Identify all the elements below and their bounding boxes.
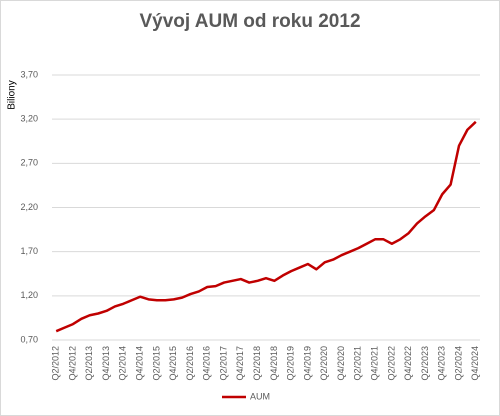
x-tick-label: Q4/2014 <box>134 346 144 381</box>
x-tick-label: Q4/2019 <box>302 346 312 381</box>
y-tick-label: 2,70 <box>20 158 38 168</box>
x-tick-label: Q4/2023 <box>437 346 447 381</box>
x-tick-label: Q2/2021 <box>353 346 363 381</box>
x-tick-label: Q4/2024 <box>470 346 480 381</box>
y-tick-label: 3,70 <box>20 69 38 79</box>
x-tick-label: Q2/2018 <box>252 346 262 381</box>
chart-title: Vývoj AUM od roku 2012 <box>139 11 360 32</box>
y-tick-label: 0,70 <box>20 334 38 344</box>
x-tick-label: Q4/2022 <box>403 346 413 381</box>
y-axis-label: Biliony <box>7 80 18 109</box>
y-tick-label: 1,70 <box>20 246 38 256</box>
x-tick-label: Q2/2020 <box>319 346 329 381</box>
x-tick-label: Q4/2013 <box>101 346 111 381</box>
x-tick-label: Q4/2018 <box>269 346 279 381</box>
x-tick-label: Q4/2015 <box>168 346 178 381</box>
x-tick-label: Q2/2016 <box>185 346 195 381</box>
x-tick-label: Q4/2021 <box>369 346 379 381</box>
x-tick-label: Q2/2024 <box>453 346 463 381</box>
x-tick-label: Q4/2020 <box>336 346 346 381</box>
y-tick-label: 1,20 <box>20 290 38 300</box>
legend-label: AUM <box>250 391 270 401</box>
x-tick-label: Q2/2023 <box>420 346 430 381</box>
x-tick-label: Q2/2015 <box>151 346 161 381</box>
x-tick-label: Q2/2014 <box>118 346 128 381</box>
y-tick-label: 3,20 <box>20 114 38 124</box>
x-tick-label: Q4/2012 <box>67 346 77 381</box>
data-line <box>55 120 477 333</box>
y-tick-label: 2,20 <box>20 202 38 212</box>
x-tick-label: Q2/2017 <box>218 346 228 381</box>
x-tick-label: Q4/2017 <box>235 346 245 381</box>
x-tick-label: Q4/2016 <box>202 346 212 381</box>
x-tick-label: Q2/2022 <box>386 346 396 381</box>
x-tick-label: Q2/2013 <box>84 346 94 381</box>
x-tick-label: Q2/2019 <box>286 346 296 381</box>
x-tick-label: Q2/2012 <box>51 346 61 381</box>
